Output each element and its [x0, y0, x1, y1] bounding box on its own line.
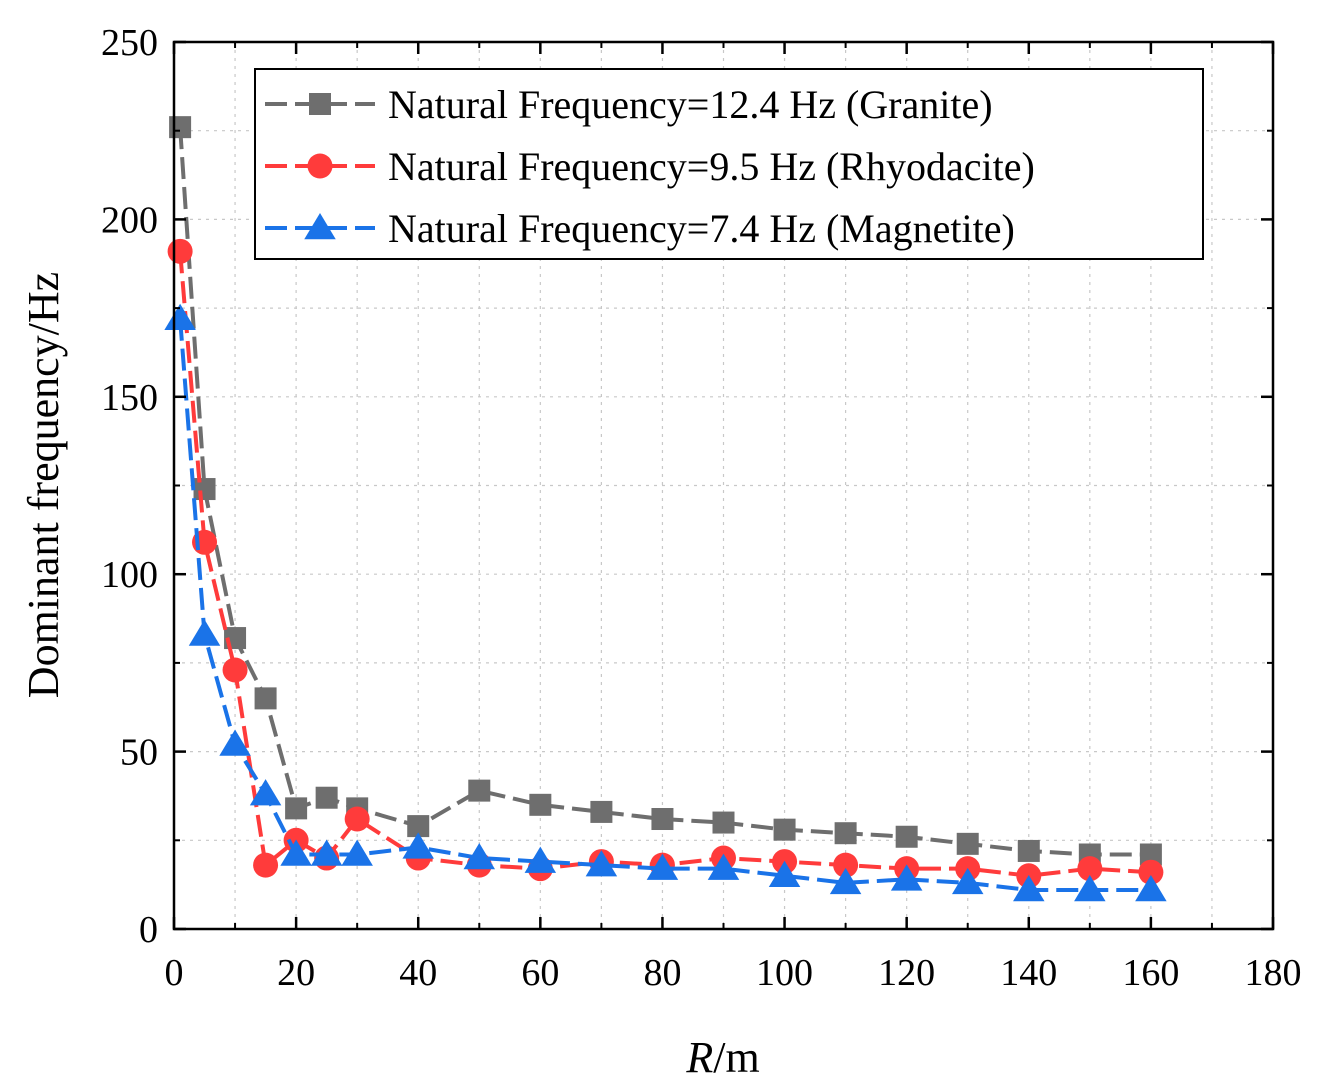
- y-axis-title: Dominant frequency/Hz: [19, 272, 68, 698]
- data-point-triangle: [341, 839, 373, 866]
- data-point-triangle: [188, 619, 221, 646]
- x-tick-label: 0: [165, 952, 184, 994]
- data-point-square: [956, 832, 979, 855]
- data-point-triangle: [249, 779, 282, 806]
- ticks: [172, 40, 1275, 931]
- data-point-square: [407, 815, 430, 838]
- data-point-square: [895, 825, 918, 848]
- data-point-triangle: [402, 832, 434, 859]
- data-point-square: [1139, 843, 1162, 866]
- legend-entry-1: Natural Frequency=12.4 Hz (Granite): [265, 82, 993, 127]
- series-1: [169, 116, 1162, 866]
- data-point-circle: [1077, 856, 1103, 882]
- data-point-triangle: [164, 303, 196, 330]
- y-tick-label: 200: [101, 199, 158, 241]
- y-tick-label: 50: [120, 732, 158, 774]
- x-tick-label: 100: [756, 952, 813, 994]
- x-tick-label: 40: [399, 952, 437, 994]
- data-point-triangle: [310, 839, 343, 866]
- data-point-circle: [833, 852, 859, 878]
- data-point-square: [1017, 839, 1040, 862]
- y-tick-label: 250: [101, 22, 158, 64]
- data-point-square: [169, 116, 192, 139]
- x-axis-title-rest: /m: [713, 1033, 759, 1082]
- data-point-circle: [1138, 859, 1164, 885]
- data-point-triangle: [890, 864, 923, 891]
- data-point-square: [254, 687, 277, 710]
- data-point-triangle: [585, 850, 618, 877]
- series-line: [178, 251, 1152, 878]
- legend-marker-circle: [307, 153, 333, 179]
- legend-marker-triangle: [304, 213, 336, 240]
- x-tick-label: 80: [643, 952, 681, 994]
- series-line: [178, 127, 1151, 857]
- x-tick-label: 160: [1122, 952, 1179, 994]
- series-layer: [164, 116, 1167, 902]
- data-point-circle: [253, 852, 279, 878]
- y-tick-label: 0: [139, 909, 158, 951]
- data-point-circle: [222, 657, 248, 683]
- data-point-triangle: [1013, 874, 1045, 902]
- data-point-square: [529, 793, 552, 816]
- data-point-circle: [167, 238, 193, 264]
- data-point-triangle: [646, 853, 679, 880]
- data-point-triangle: [280, 839, 312, 866]
- data-point-triangle: [524, 846, 557, 873]
- x-tick-label: 180: [1245, 952, 1302, 994]
- legend-marker-square: [309, 93, 331, 115]
- data-point-square: [590, 800, 613, 823]
- series-3: [164, 303, 1167, 902]
- data-point-square: [285, 797, 308, 820]
- data-point-triangle: [829, 867, 862, 895]
- data-point-triangle: [463, 843, 496, 870]
- data-point-triangle: [707, 853, 740, 880]
- legend-entry-2: Natural Frequency=9.5 Hz (Rhyodacite): [265, 144, 1035, 189]
- data-point-square: [468, 779, 491, 802]
- y-tick-label: 100: [101, 554, 158, 596]
- data-point-square: [651, 808, 674, 831]
- legend-box: [254, 68, 1204, 260]
- x-tick-label: 120: [878, 952, 935, 994]
- data-point-square: [193, 478, 216, 501]
- data-point-triangle: [768, 860, 801, 888]
- legend-label: Natural Frequency=9.5 Hz (Rhyodacite): [388, 144, 1035, 189]
- x-axis-title: R/m: [685, 1033, 759, 1082]
- data-point-triangle: [219, 729, 251, 756]
- data-point-triangle: [951, 867, 984, 895]
- data-point-square: [712, 811, 735, 834]
- data-point-square: [315, 786, 338, 809]
- legend-label: Natural Frequency=7.4 Hz (Magnetite): [388, 206, 1015, 251]
- legend-label: Natural Frequency=12.4 Hz (Granite): [388, 82, 993, 127]
- x-tick-label: 140: [1000, 952, 1057, 994]
- data-point-square: [773, 818, 796, 841]
- legend: Natural Frequency=12.4 Hz (Granite) Natur…: [254, 68, 1204, 260]
- x-axis-title-italic: R: [685, 1033, 713, 1082]
- x-tick-label: 60: [521, 952, 559, 994]
- x-tick-label: 20: [277, 952, 315, 994]
- tick-labels: 0 20 40 60 80 100 120 140 160 180 0 50 100 150 200 250: [101, 22, 1302, 994]
- data-point-circle: [344, 806, 370, 832]
- data-point-triangle: [1074, 874, 1106, 902]
- y-tick-label: 150: [101, 377, 158, 419]
- data-point-square: [834, 822, 857, 845]
- data-point-triangle: [1135, 874, 1167, 902]
- legend-entries: Natural Frequency=12.4 Hz (Granite) Natur…: [265, 82, 1035, 251]
- legend-entry-3: Natural Frequency=7.4 Hz (Magnetite): [265, 206, 1015, 251]
